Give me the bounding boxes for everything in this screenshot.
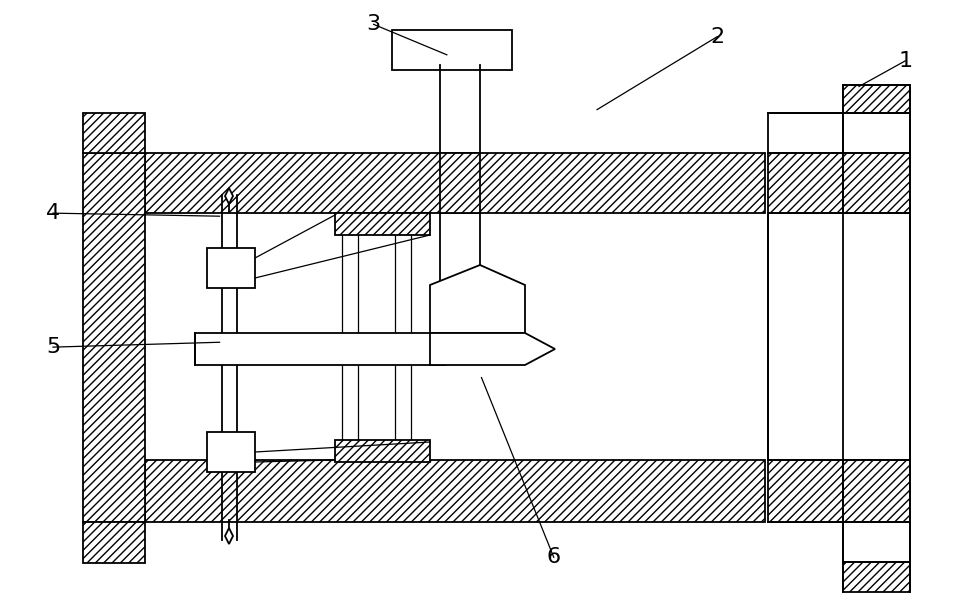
Bar xyxy=(145,460,765,522)
Bar xyxy=(768,113,843,153)
Text: 4: 4 xyxy=(46,203,60,223)
Text: 3: 3 xyxy=(367,15,380,34)
Bar xyxy=(843,562,910,592)
Bar xyxy=(195,333,445,365)
Polygon shape xyxy=(430,333,555,365)
Polygon shape xyxy=(225,528,233,544)
Bar xyxy=(207,248,255,288)
Bar xyxy=(768,153,843,213)
Bar xyxy=(83,113,145,153)
Bar xyxy=(207,432,255,472)
Bar xyxy=(843,460,910,522)
Polygon shape xyxy=(430,265,525,333)
Bar xyxy=(768,213,910,460)
Bar xyxy=(768,460,843,522)
Bar xyxy=(145,153,765,213)
Polygon shape xyxy=(225,188,233,204)
Bar xyxy=(83,522,145,563)
Bar xyxy=(843,85,910,113)
Bar xyxy=(335,213,430,235)
Text: 1: 1 xyxy=(898,51,912,71)
Text: 5: 5 xyxy=(46,337,60,357)
Bar xyxy=(335,440,430,462)
Bar xyxy=(83,153,145,522)
Bar xyxy=(392,30,512,70)
Bar xyxy=(440,153,480,213)
Bar xyxy=(843,113,910,213)
Bar xyxy=(843,522,910,562)
Text: 2: 2 xyxy=(711,27,724,46)
Text: 6: 6 xyxy=(547,547,560,567)
Bar xyxy=(843,113,910,153)
